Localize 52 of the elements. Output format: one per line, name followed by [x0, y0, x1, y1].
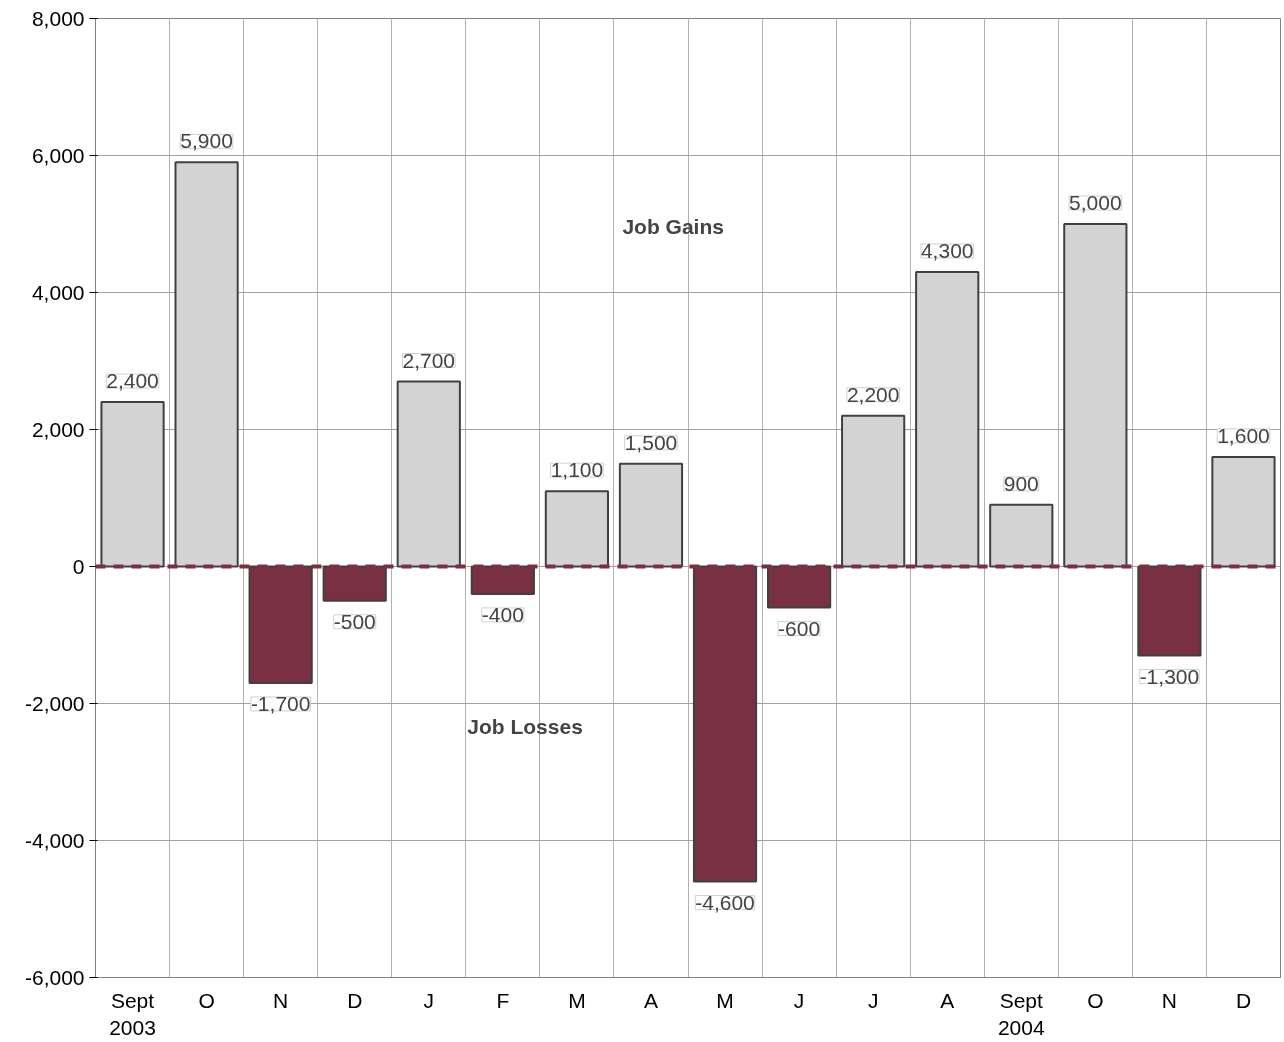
data-label: -600 — [778, 616, 821, 640]
bar — [841, 414, 906, 568]
y-tick-label: -2,000 — [24, 691, 85, 715]
x-tick-label: F — [496, 988, 510, 1012]
bar — [618, 462, 684, 568]
y-tick-label: 8,000 — [31, 6, 85, 30]
bar — [915, 270, 980, 568]
data-label: -500 — [333, 609, 376, 633]
bar — [1063, 223, 1128, 568]
data-label: -1,300 — [1139, 664, 1200, 688]
y-tick-label: 2,000 — [31, 417, 85, 441]
x-tick-label: O — [198, 988, 215, 1012]
bar — [396, 380, 461, 568]
bar — [174, 161, 239, 568]
x-tick-label: N — [273, 988, 289, 1012]
data-label: 900 — [1003, 471, 1039, 495]
bar — [1211, 455, 1276, 568]
bar — [100, 401, 165, 568]
x-tick-label: O — [1087, 988, 1104, 1012]
data-label: 5,000 — [1069, 191, 1122, 214]
y-tick-label: -6,000 — [24, 965, 85, 989]
bar — [989, 503, 1054, 568]
x-tick-label: M — [568, 988, 586, 1012]
data-label: -4,600 — [695, 890, 755, 914]
data-label: 4,300 — [920, 238, 974, 262]
x-tick-label: A — [643, 988, 658, 1012]
data-label: 5,900 — [180, 129, 233, 153]
annotation: Job Gains — [622, 214, 724, 238]
data-label: 2,400 — [106, 369, 159, 393]
data-label: 1,500 — [624, 430, 678, 454]
y-tick-label: 0 — [72, 554, 85, 578]
data-label: 2,700 — [402, 348, 456, 372]
data-label: -400 — [481, 602, 524, 626]
y-tick-label: 4,000 — [31, 280, 85, 304]
x-tick-label: J — [867, 988, 879, 1012]
y-tick-label: -4,000 — [24, 828, 85, 852]
x-tick-label: J — [423, 988, 435, 1012]
y-tick-label: 6,000 — [31, 143, 85, 167]
x-tick-label: J — [793, 988, 805, 1012]
data-label: 2,200 — [846, 382, 900, 406]
data-label: 1,100 — [550, 458, 604, 482]
x-tick-label: D — [347, 988, 363, 1012]
annotation: Job Losses — [467, 714, 583, 738]
x-tick-label: N — [1161, 988, 1177, 1012]
x-tick-label: M — [716, 988, 734, 1012]
data-label: 1,600 — [1217, 423, 1270, 447]
x-tick-label: A — [940, 988, 955, 1012]
data-label: -1,700 — [250, 691, 311, 715]
x-tick-label: D — [1235, 988, 1252, 1012]
x-tick-label: Sept 2004 — [997, 988, 1045, 1040]
x-tick-label: Sept 2003 — [109, 988, 156, 1040]
bar — [544, 490, 610, 568]
